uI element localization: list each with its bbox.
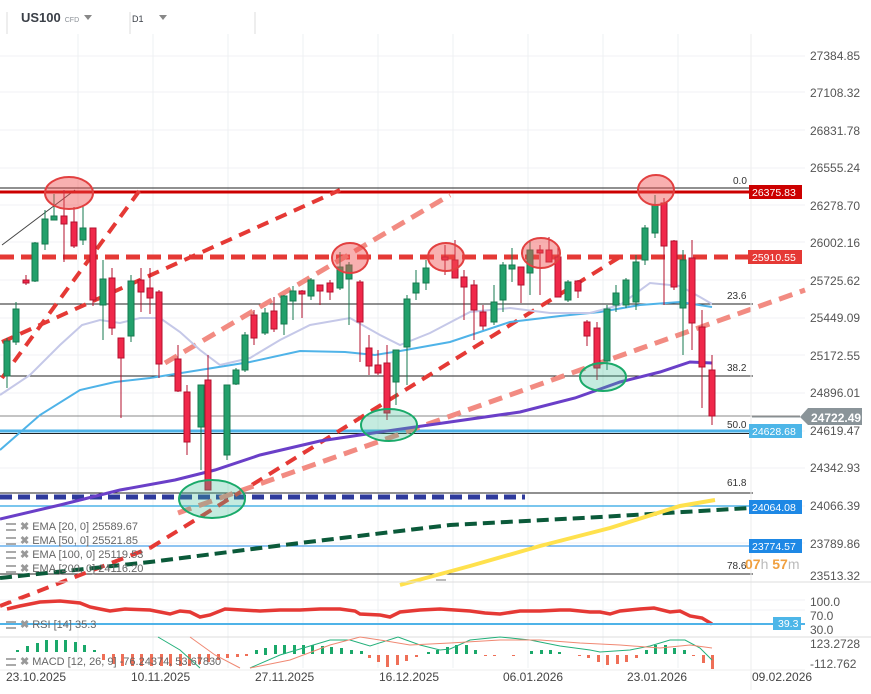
symbol-type: CFD	[64, 17, 80, 24]
svg-text:26831.78: 26831.78	[810, 124, 860, 138]
candlesticks	[3, 190, 716, 491]
drag-handle-icon[interactable]	[6, 621, 16, 630]
svg-text:23513.32: 23513.32	[810, 569, 860, 583]
timeframe-dropdown-icon[interactable]	[159, 15, 167, 20]
tag-current-price: 24722.49	[811, 411, 861, 425]
symbol-dropdown-icon[interactable]	[84, 15, 92, 20]
fib-78-6: 78.6	[727, 561, 747, 572]
drag-handle-icon[interactable]	[6, 551, 16, 560]
svg-text:123.2728: 123.2728	[810, 637, 860, 651]
drag-handle-icon[interactable]	[6, 537, 16, 546]
svg-text:70.0: 70.0	[810, 609, 834, 623]
svg-text:24896.01: 24896.01	[810, 386, 860, 400]
chart-toolbar: US100 CFD D1	[0, 0, 871, 34]
fib-50: 50.0	[727, 420, 747, 431]
svg-text:25172.55: 25172.55	[810, 349, 860, 363]
close-icon[interactable]: ✖	[20, 549, 30, 561]
date-label: 27.11.2025	[255, 670, 315, 684]
date-label: 23.01.2026	[627, 670, 688, 684]
svg-text:25725.62: 25725.62	[810, 274, 860, 288]
tag-rsi: 39.3	[778, 618, 799, 630]
legend-ema200[interactable]: ✖ EMA [200, 0] 24116.20	[6, 562, 143, 575]
fib-23-6: 23.6	[727, 291, 747, 302]
drag-handle-icon[interactable]	[6, 523, 16, 532]
svg-text:27108.32: 27108.32	[810, 86, 860, 100]
tag-resistance: 26375.83	[752, 187, 796, 199]
svg-text:24066.39: 24066.39	[810, 499, 860, 513]
fib-38-2: 38.2	[727, 363, 747, 374]
svg-text:-112.762: -112.762	[810, 657, 857, 671]
svg-text:23789.86: 23789.86	[810, 537, 860, 551]
price-axis: 27384.85 27108.32 26831.78 26555.24 2627…	[810, 49, 860, 583]
tag-dashed-resistance: 25910.55	[752, 252, 796, 264]
date-label: 09.02.2026	[752, 670, 813, 684]
close-icon[interactable]: ✖	[20, 521, 30, 533]
tag-ema-a: 24064.08	[752, 502, 796, 514]
svg-text:24619.47: 24619.47	[810, 424, 860, 438]
date-label: 06.01.2026	[503, 670, 564, 684]
legend-macd[interactable]: ✖ MACD [12, 26, 9] -76.24374, 53.67830	[6, 655, 221, 668]
svg-text:100.0: 100.0	[810, 595, 840, 609]
tag-ema-b: 23774.57	[752, 541, 796, 553]
svg-text:26002.16: 26002.16	[810, 236, 860, 250]
date-label: 10.11.2025	[131, 670, 191, 684]
svg-text:25449.09: 25449.09	[810, 311, 860, 325]
drag-handle-icon[interactable]	[6, 658, 16, 667]
svg-text:27384.85: 27384.85	[810, 49, 860, 63]
tag-blue-level: 24628.68	[752, 426, 796, 438]
svg-text:30.0: 30.0	[810, 623, 834, 637]
legend-ema100[interactable]: ✖ EMA [100, 0] 25119.53	[6, 548, 143, 561]
fib-61-8: 61.8	[727, 478, 747, 489]
close-icon[interactable]: ✖	[20, 656, 30, 668]
symbol-name: US100	[21, 10, 61, 25]
fib-0: 0.0	[733, 176, 747, 187]
legend-ema50[interactable]: ✖ EMA [50, 0] 25521.85	[6, 534, 138, 547]
timeframe-selector[interactable]: D1	[132, 14, 144, 24]
svg-text:26555.24: 26555.24	[810, 161, 860, 175]
symbol-selector[interactable]: US100 CFD	[21, 10, 79, 25]
top-marker	[44, 176, 94, 210]
close-icon[interactable]: ✖	[20, 535, 30, 547]
candle-countdown: 07h 57m	[745, 556, 800, 572]
close-icon[interactable]: ✖	[20, 619, 30, 631]
legend-ema20[interactable]: ✖ EMA [20, 0] 25589.67	[6, 520, 138, 533]
drag-handle-icon[interactable]	[6, 565, 16, 574]
close-icon[interactable]: ✖	[20, 563, 30, 575]
svg-text:26278.70: 26278.70	[810, 199, 860, 213]
date-label: 16.12.2025	[379, 670, 440, 684]
svg-text:24342.93: 24342.93	[810, 461, 860, 475]
date-label: 23.10.2025	[6, 670, 67, 684]
legend-rsi[interactable]: ✖ RSI [14] 35.3	[6, 618, 96, 631]
